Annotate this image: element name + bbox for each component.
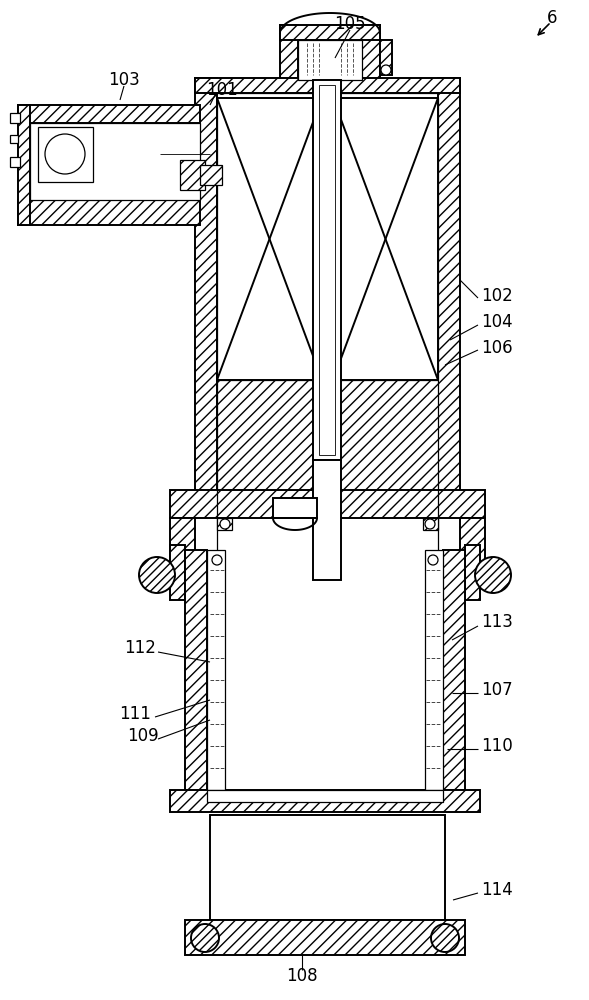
- Bar: [280, 25, 298, 80]
- Bar: [207, 550, 225, 790]
- Bar: [10, 113, 20, 123]
- Circle shape: [428, 555, 438, 565]
- Bar: [313, 460, 341, 580]
- Bar: [217, 518, 232, 530]
- Bar: [275, 80, 385, 92]
- Bar: [465, 545, 480, 600]
- Text: 103: 103: [108, 71, 140, 89]
- Bar: [18, 105, 200, 123]
- Bar: [18, 105, 30, 225]
- Bar: [280, 25, 380, 40]
- Text: 112: 112: [124, 639, 156, 657]
- Circle shape: [431, 924, 459, 952]
- Bar: [460, 518, 485, 563]
- Bar: [10, 157, 20, 167]
- Bar: [170, 545, 185, 600]
- Text: 109: 109: [127, 727, 159, 745]
- Bar: [333, 98, 438, 380]
- Bar: [313, 80, 341, 460]
- Bar: [319, 85, 335, 455]
- Bar: [170, 790, 480, 812]
- Circle shape: [220, 519, 230, 529]
- Circle shape: [45, 134, 85, 174]
- Bar: [170, 518, 195, 563]
- Text: 108: 108: [286, 967, 318, 985]
- Bar: [200, 165, 222, 185]
- Circle shape: [425, 519, 435, 529]
- Text: 107: 107: [481, 681, 513, 699]
- Bar: [207, 790, 443, 802]
- Text: 106: 106: [481, 339, 513, 357]
- Text: 101: 101: [206, 81, 238, 99]
- Bar: [298, 40, 362, 80]
- Bar: [273, 498, 317, 518]
- Circle shape: [212, 555, 222, 565]
- Circle shape: [475, 557, 511, 593]
- Bar: [217, 98, 322, 380]
- Circle shape: [381, 65, 391, 75]
- Bar: [333, 380, 438, 495]
- Bar: [18, 200, 200, 225]
- Text: 104: 104: [481, 313, 513, 331]
- Bar: [425, 550, 443, 790]
- Bar: [185, 550, 207, 790]
- Bar: [10, 135, 18, 143]
- Text: 6: 6: [547, 9, 557, 27]
- Text: 114: 114: [481, 881, 513, 899]
- Bar: [380, 40, 392, 75]
- Bar: [362, 25, 380, 80]
- Bar: [217, 380, 322, 495]
- Bar: [38, 127, 93, 182]
- Bar: [30, 123, 200, 200]
- Circle shape: [139, 557, 175, 593]
- Bar: [195, 78, 217, 495]
- Bar: [438, 78, 460, 495]
- Text: 113: 113: [481, 613, 513, 631]
- Bar: [170, 490, 485, 518]
- Text: 105: 105: [334, 15, 366, 33]
- Bar: [185, 920, 465, 955]
- Text: 102: 102: [481, 287, 513, 305]
- Bar: [443, 550, 465, 790]
- Bar: [195, 78, 460, 93]
- Circle shape: [191, 924, 219, 952]
- Bar: [423, 518, 438, 530]
- Text: 110: 110: [481, 737, 513, 755]
- Bar: [180, 160, 205, 190]
- Bar: [210, 815, 445, 920]
- Text: 111: 111: [119, 705, 151, 723]
